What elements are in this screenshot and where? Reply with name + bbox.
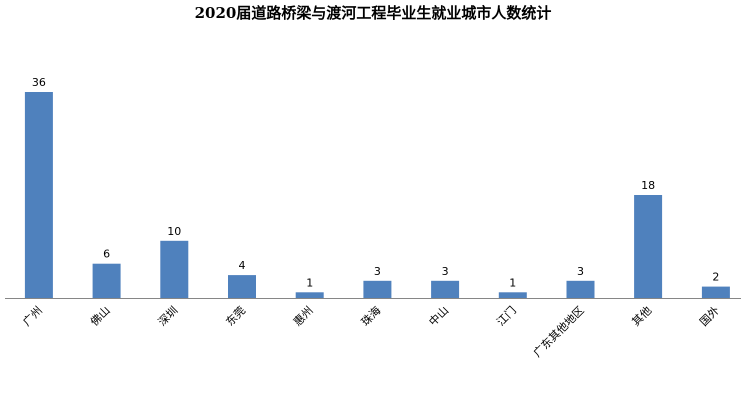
data-label-10: 2 xyxy=(712,271,719,284)
bar-5 xyxy=(363,280,392,298)
data-label-0: 36 xyxy=(32,76,46,89)
data-label-4: 1 xyxy=(306,276,313,289)
data-label-9: 18 xyxy=(641,179,655,192)
bar-7 xyxy=(498,292,527,298)
x-tick-label-5: 珠海 xyxy=(358,303,383,328)
data-label-1: 6 xyxy=(103,248,110,261)
x-tick-label-3: 东莞 xyxy=(223,304,248,329)
x-tick-label-10: 国外 xyxy=(697,304,722,329)
bar-3 xyxy=(228,275,256,298)
x-tick-label-0: 广州 xyxy=(20,304,45,329)
data-label-3: 4 xyxy=(239,259,246,272)
x-tick-label-4: 惠州 xyxy=(290,303,315,328)
data-label-6: 3 xyxy=(442,265,449,278)
bar-9 xyxy=(634,195,663,298)
bar-6 xyxy=(431,280,460,298)
x-tick-label-7: 江门 xyxy=(493,303,518,328)
data-label-7: 1 xyxy=(509,276,516,289)
bar-0 xyxy=(24,92,53,298)
chart-title: 2020届道路桥梁与渡河工程毕业生就业城市人数统计 xyxy=(195,4,552,22)
x-tick-label-8: 广东其他地区 xyxy=(531,304,587,360)
x-tick-labels-group: 广州 佛山 深圳 东莞 惠州 珠海 中山 江门 广东其他地区 其他 国外 xyxy=(20,303,722,360)
data-label-8: 3 xyxy=(577,265,584,278)
x-tick-label-9: 其他 xyxy=(629,304,654,329)
data-label-2: 10 xyxy=(167,225,181,238)
x-tick-label-1: 佛山 xyxy=(88,304,113,329)
data-labels-group: 36 6 10 4 1 3 3 1 3 18 2 xyxy=(32,76,720,289)
bar-2 xyxy=(160,240,189,298)
bars-group xyxy=(24,92,730,298)
data-label-5: 3 xyxy=(374,265,381,278)
x-tick-label-6: 中山 xyxy=(426,304,451,329)
bar-4 xyxy=(295,292,324,298)
bar-1 xyxy=(92,263,121,298)
bar-8 xyxy=(566,280,595,298)
bar-10 xyxy=(701,286,730,298)
x-tick-label-2: 深圳 xyxy=(156,304,181,329)
